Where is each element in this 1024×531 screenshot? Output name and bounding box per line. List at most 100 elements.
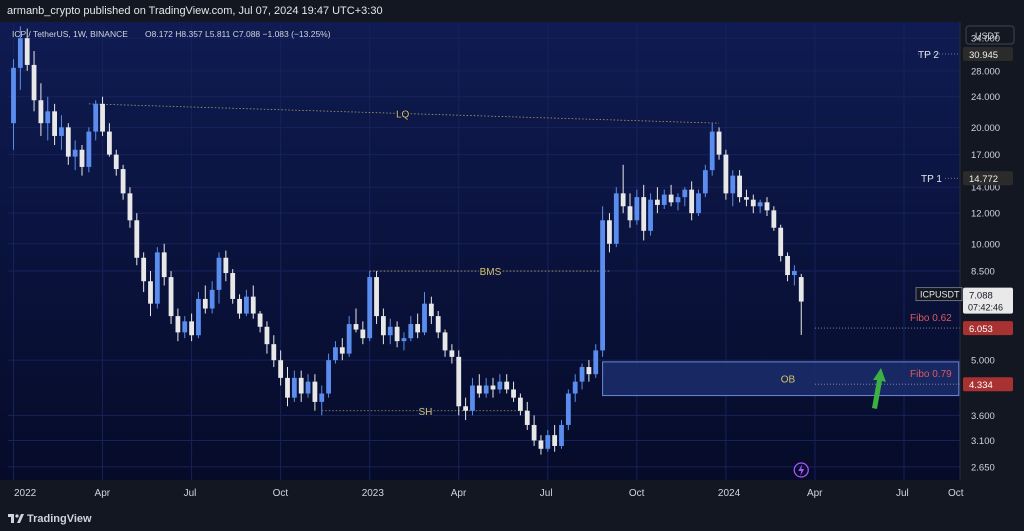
candle-body[interactable] bbox=[353, 324, 359, 330]
candle-body[interactable] bbox=[709, 131, 715, 171]
candle-body[interactable] bbox=[593, 350, 599, 375]
candle-body[interactable] bbox=[764, 202, 770, 211]
candle-body[interactable] bbox=[476, 385, 482, 394]
candle-body[interactable] bbox=[264, 326, 270, 345]
candle-body[interactable] bbox=[113, 154, 119, 170]
candle-body[interactable] bbox=[771, 210, 777, 228]
candle-body[interactable] bbox=[682, 189, 688, 198]
lightning-event-icon[interactable] bbox=[793, 462, 809, 478]
candle-body[interactable] bbox=[798, 277, 804, 302]
candle-body[interactable] bbox=[730, 175, 736, 194]
candle-body[interactable] bbox=[641, 197, 647, 231]
chart-area[interactable]: OB LQ BMS SH TP 2 TP 1 Fibo 0.62 Fibo 0.79 ICP /… bbox=[0, 22, 1024, 508]
candle-body[interactable] bbox=[257, 313, 263, 327]
candle-body[interactable] bbox=[305, 381, 311, 394]
candle-body[interactable] bbox=[381, 316, 386, 336]
candle-body[interactable] bbox=[65, 127, 71, 157]
candle-body[interactable] bbox=[600, 220, 605, 351]
candle-body[interactable] bbox=[531, 424, 537, 441]
candle-body[interactable] bbox=[483, 385, 489, 394]
candle-body[interactable] bbox=[278, 360, 284, 378]
time-axis-panel[interactable] bbox=[0, 480, 1024, 508]
candle-body[interactable] bbox=[552, 435, 558, 446]
candle-body[interactable] bbox=[100, 103, 105, 132]
candle-body[interactable] bbox=[504, 381, 510, 390]
candle-body[interactable] bbox=[360, 329, 366, 339]
candle-body[interactable] bbox=[367, 277, 373, 339]
candle-body[interactable] bbox=[298, 377, 304, 394]
candle-body[interactable] bbox=[244, 296, 249, 314]
candle-body[interactable] bbox=[750, 199, 756, 207]
candle-body[interactable] bbox=[723, 154, 729, 194]
candle-body[interactable] bbox=[209, 289, 215, 309]
candle-body[interactable] bbox=[702, 170, 708, 194]
candle-body[interactable] bbox=[757, 202, 763, 207]
candle-body[interactable] bbox=[374, 277, 379, 317]
candle-body[interactable] bbox=[449, 350, 455, 357]
candle-body[interactable] bbox=[79, 149, 85, 167]
candle-body[interactable] bbox=[154, 252, 160, 304]
candle-body[interactable] bbox=[668, 194, 674, 203]
candle-body[interactable] bbox=[285, 377, 290, 398]
lq-line[interactable] bbox=[88, 103, 720, 124]
candle-body[interactable] bbox=[470, 385, 475, 411]
candle-body[interactable] bbox=[250, 296, 256, 314]
candle-body[interactable] bbox=[778, 227, 784, 256]
candle-body[interactable] bbox=[148, 281, 153, 304]
candle-body[interactable] bbox=[141, 257, 147, 282]
candle-body[interactable] bbox=[511, 389, 516, 398]
price-axis-panel[interactable] bbox=[960, 22, 1024, 508]
price-chart[interactable]: OB LQ BMS SH TP 2 TP 1 Fibo 0.62 Fibo 0.79 ICP /… bbox=[0, 22, 1024, 508]
candle-body[interactable] bbox=[134, 220, 140, 258]
currency-button[interactable] bbox=[965, 25, 1015, 45]
candle-body[interactable] bbox=[607, 220, 612, 244]
candle-body[interactable] bbox=[312, 381, 318, 402]
candle-body[interactable] bbox=[168, 277, 174, 317]
candle-body[interactable] bbox=[572, 381, 578, 394]
candle-body[interactable] bbox=[31, 64, 37, 101]
candle-body[interactable] bbox=[291, 377, 297, 398]
candle-body[interactable] bbox=[456, 356, 462, 407]
candle-body[interactable] bbox=[196, 298, 201, 336]
candle-body[interactable] bbox=[17, 38, 23, 68]
order-block-box[interactable] bbox=[602, 361, 960, 397]
candle-body[interactable] bbox=[689, 189, 695, 214]
candle-body[interactable] bbox=[627, 206, 633, 221]
candle-body[interactable] bbox=[230, 273, 236, 299]
candle-body[interactable] bbox=[497, 381, 503, 390]
candle-body[interactable] bbox=[744, 197, 749, 200]
candle-body[interactable] bbox=[538, 440, 544, 449]
candle-body[interactable] bbox=[648, 199, 653, 231]
candle-body[interactable] bbox=[38, 100, 44, 124]
candle-body[interactable] bbox=[661, 194, 667, 205]
candle-body[interactable] bbox=[24, 38, 30, 65]
candle-body[interactable] bbox=[86, 131, 92, 167]
candle-body[interactable] bbox=[333, 347, 338, 361]
candle-body[interactable] bbox=[93, 103, 99, 132]
candle-body[interactable] bbox=[565, 393, 571, 425]
candle-body[interactable] bbox=[161, 252, 167, 278]
candle-body[interactable] bbox=[559, 424, 564, 446]
candle-body[interactable] bbox=[428, 303, 434, 317]
candle-body[interactable] bbox=[223, 257, 229, 274]
candle-body[interactable] bbox=[319, 393, 325, 402]
candle-body[interactable] bbox=[394, 326, 400, 342]
candle-body[interactable] bbox=[127, 193, 133, 221]
candle-body[interactable] bbox=[545, 435, 551, 449]
candle-body[interactable] bbox=[792, 271, 797, 276]
candle-body[interactable] bbox=[586, 367, 592, 375]
candle-body[interactable] bbox=[182, 321, 188, 333]
candle-body[interactable] bbox=[237, 298, 242, 314]
candle-body[interactable] bbox=[620, 193, 626, 207]
candle-body[interactable] bbox=[52, 111, 57, 136]
candle-body[interactable] bbox=[785, 255, 790, 276]
candle-body[interactable] bbox=[408, 324, 414, 339]
candle-body[interactable] bbox=[271, 344, 277, 361]
candle-body[interactable] bbox=[346, 324, 352, 354]
candle-body[interactable] bbox=[339, 347, 345, 354]
candle-body[interactable] bbox=[579, 367, 585, 382]
candle-body[interactable] bbox=[737, 175, 742, 198]
candle-body[interactable] bbox=[59, 127, 64, 136]
candle-body[interactable] bbox=[72, 149, 78, 157]
candle-body[interactable] bbox=[107, 131, 112, 155]
